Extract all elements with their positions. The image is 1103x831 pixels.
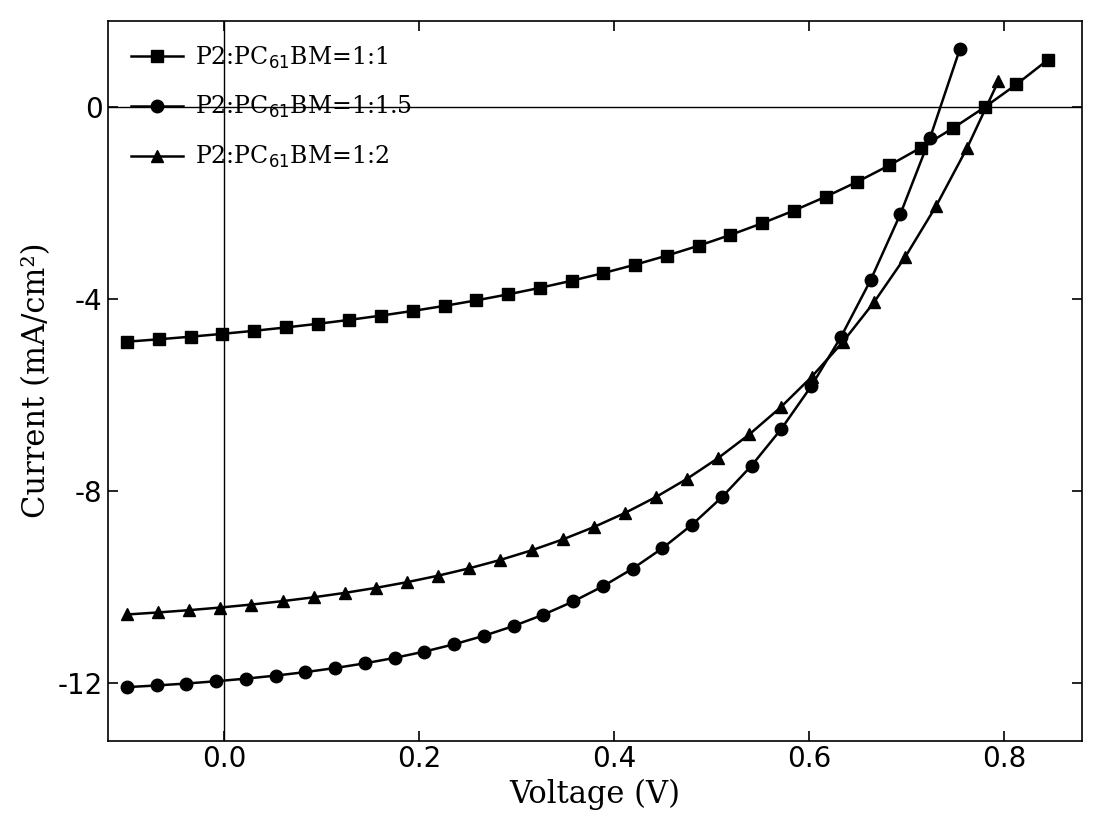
P2:PC$_{61}$BM=1:2 xyxy=(805,371,818,381)
P2:PC$_{61}$BM=1:1.5 xyxy=(180,679,193,689)
P2:PC$_{61}$BM=1:1.5 xyxy=(418,647,431,656)
P2:PC$_{61}$BM=1:1.5 xyxy=(893,209,907,219)
P2:PC$_{61}$BM=1:1 xyxy=(152,334,165,344)
P2:PC$_{61}$BM=1:1 xyxy=(978,102,992,112)
P2:PC$_{61}$BM=1:1 xyxy=(120,337,133,347)
Line: P2:PC$_{61}$BM=1:1.5: P2:PC$_{61}$BM=1:1.5 xyxy=(120,43,966,693)
P2:PC$_{61}$BM=1:1 xyxy=(470,295,483,305)
P2:PC$_{61}$BM=1:1 xyxy=(374,311,387,321)
P2:PC$_{61}$BM=1:2 xyxy=(619,508,632,518)
P2:PC$_{61}$BM=1:1.5 xyxy=(774,424,788,434)
P2:PC$_{61}$BM=1:1.5 xyxy=(210,676,223,686)
P2:PC$_{61}$BM=1:1.5 xyxy=(567,597,580,607)
P2:PC$_{61}$BM=1:2 xyxy=(650,492,663,502)
P2:PC$_{61}$BM=1:1 xyxy=(597,268,610,278)
P2:PC$_{61}$BM=1:1.5 xyxy=(923,133,936,143)
P2:PC$_{61}$BM=1:1 xyxy=(184,332,197,342)
P2:PC$_{61}$BM=1:1.5 xyxy=(537,610,550,620)
P2:PC$_{61}$BM=1:1.5 xyxy=(745,460,758,470)
P2:PC$_{61}$BM=1:1.5 xyxy=(597,582,610,592)
P2:PC$_{61}$BM=1:1.5 xyxy=(685,519,698,529)
P2:PC$_{61}$BM=1:2 xyxy=(183,605,196,615)
P2:PC$_{61}$BM=1:1.5 xyxy=(627,563,640,573)
P2:PC$_{61}$BM=1:1.5 xyxy=(834,332,847,342)
P2:PC$_{61}$BM=1:1 xyxy=(629,260,642,270)
P2:PC$_{61}$BM=1:1.5 xyxy=(358,658,372,668)
P2:PC$_{61}$BM=1:1 xyxy=(692,241,705,251)
P2:PC$_{61}$BM=1:1 xyxy=(247,326,260,336)
P2:PC$_{61}$BM=1:1 xyxy=(882,160,896,170)
P2:PC$_{61}$BM=1:1 xyxy=(502,289,515,299)
P2:PC$_{61}$BM=1:2 xyxy=(245,599,258,609)
P2:PC$_{61}$BM=1:2 xyxy=(930,201,943,211)
X-axis label: Voltage (V): Voltage (V) xyxy=(510,779,681,810)
P2:PC$_{61}$BM=1:2 xyxy=(867,297,880,307)
P2:PC$_{61}$BM=1:1 xyxy=(311,319,324,329)
P2:PC$_{61}$BM=1:2 xyxy=(463,563,476,573)
P2:PC$_{61}$BM=1:1.5 xyxy=(329,663,342,673)
P2:PC$_{61}$BM=1:2 xyxy=(276,596,289,606)
P2:PC$_{61}$BM=1:2 xyxy=(836,337,849,347)
P2:PC$_{61}$BM=1:2 xyxy=(214,602,227,612)
Line: P2:PC$_{61}$BM=1:2: P2:PC$_{61}$BM=1:2 xyxy=(120,75,1005,621)
P2:PC$_{61}$BM=1:1.5 xyxy=(299,667,312,677)
P2:PC$_{61}$BM=1:2 xyxy=(556,534,569,544)
P2:PC$_{61}$BM=1:2 xyxy=(400,578,414,588)
P2:PC$_{61}$BM=1:1.5 xyxy=(715,492,728,502)
P2:PC$_{61}$BM=1:1 xyxy=(788,205,801,215)
P2:PC$_{61}$BM=1:2 xyxy=(681,474,694,484)
Line: P2:PC$_{61}$BM=1:1: P2:PC$_{61}$BM=1:1 xyxy=(120,53,1054,348)
P2:PC$_{61}$BM=1:2 xyxy=(774,402,788,412)
P2:PC$_{61}$BM=1:1 xyxy=(406,306,419,316)
P2:PC$_{61}$BM=1:2 xyxy=(339,588,352,597)
P2:PC$_{61}$BM=1:2 xyxy=(431,571,445,581)
P2:PC$_{61}$BM=1:1 xyxy=(661,251,674,261)
P2:PC$_{61}$BM=1:1.5 xyxy=(864,275,877,285)
P2:PC$_{61}$BM=1:1 xyxy=(820,192,833,202)
P2:PC$_{61}$BM=1:2 xyxy=(307,593,320,602)
P2:PC$_{61}$BM=1:2 xyxy=(992,76,1005,86)
P2:PC$_{61}$BM=1:1 xyxy=(914,143,928,153)
P2:PC$_{61}$BM=1:2 xyxy=(899,253,912,263)
P2:PC$_{61}$BM=1:2 xyxy=(742,430,756,440)
P2:PC$_{61}$BM=1:1.5 xyxy=(120,682,133,692)
Y-axis label: Current (mA/cm²): Current (mA/cm²) xyxy=(21,243,52,519)
P2:PC$_{61}$BM=1:1.5 xyxy=(239,674,253,684)
P2:PC$_{61}$BM=1:1 xyxy=(946,123,960,133)
P2:PC$_{61}$BM=1:1 xyxy=(1009,80,1022,90)
P2:PC$_{61}$BM=1:2 xyxy=(525,545,538,555)
P2:PC$_{61}$BM=1:2 xyxy=(370,583,383,593)
P2:PC$_{61}$BM=1:1.5 xyxy=(507,621,521,631)
P2:PC$_{61}$BM=1:1 xyxy=(279,322,292,332)
P2:PC$_{61}$BM=1:1 xyxy=(850,177,864,187)
P2:PC$_{61}$BM=1:1 xyxy=(724,230,737,240)
P2:PC$_{61}$BM=1:1.5 xyxy=(953,44,966,54)
P2:PC$_{61}$BM=1:1.5 xyxy=(478,631,491,641)
P2:PC$_{61}$BM=1:2 xyxy=(587,522,600,532)
P2:PC$_{61}$BM=1:1 xyxy=(438,301,451,311)
P2:PC$_{61}$BM=1:1 xyxy=(756,219,769,229)
P2:PC$_{61}$BM=1:2 xyxy=(711,453,725,463)
P2:PC$_{61}$BM=1:2 xyxy=(120,609,133,619)
P2:PC$_{61}$BM=1:1.5 xyxy=(448,639,461,649)
P2:PC$_{61}$BM=1:2 xyxy=(494,555,507,565)
P2:PC$_{61}$BM=1:1.5 xyxy=(656,543,670,553)
P2:PC$_{61}$BM=1:2 xyxy=(151,607,164,617)
P2:PC$_{61}$BM=1:1 xyxy=(343,315,356,325)
Legend: P2:PC$_{61}$BM=1:1, P2:PC$_{61}$BM=1:1.5, P2:PC$_{61}$BM=1:2: P2:PC$_{61}$BM=1:1, P2:PC$_{61}$BM=1:1.5… xyxy=(119,32,424,182)
P2:PC$_{61}$BM=1:1 xyxy=(216,329,229,339)
P2:PC$_{61}$BM=1:1 xyxy=(565,276,578,286)
P2:PC$_{61}$BM=1:1.5 xyxy=(388,653,401,663)
P2:PC$_{61}$BM=1:1.5 xyxy=(804,381,817,391)
P2:PC$_{61}$BM=1:1.5 xyxy=(150,681,163,691)
P2:PC$_{61}$BM=1:1.5 xyxy=(269,671,282,681)
P2:PC$_{61}$BM=1:1 xyxy=(1041,55,1054,65)
P2:PC$_{61}$BM=1:2 xyxy=(961,143,974,153)
P2:PC$_{61}$BM=1:1 xyxy=(533,283,546,293)
